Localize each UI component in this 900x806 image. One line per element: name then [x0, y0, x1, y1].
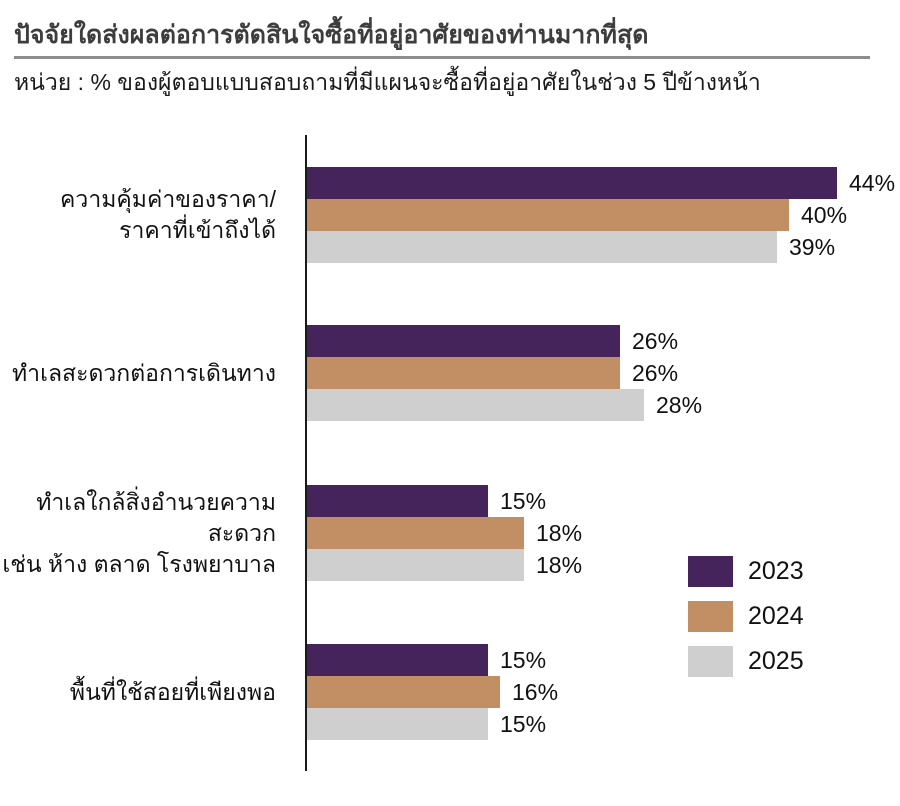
legend-item-2025: 2025: [688, 646, 804, 677]
legend-item-2023: 2023: [688, 556, 804, 587]
bar-value-label: 26%: [632, 328, 679, 354]
bar-value-label: 39%: [789, 234, 836, 260]
bar-2024: [307, 357, 620, 389]
bar-value-label: 15%: [500, 488, 547, 514]
bar-value-label: 16%: [512, 679, 559, 705]
bar-value-label: 18%: [536, 552, 583, 578]
category-label: ทำเลสะดวกต่อการเดินทาง: [0, 325, 292, 421]
bar-value-label: 44%: [849, 170, 896, 196]
title-divider: [14, 56, 870, 59]
legend-label: 2023: [748, 557, 804, 585]
category-label: พื้นที่ใช้สอยที่เพียงพอ: [0, 644, 292, 740]
category-label: ความคุ้มค่าของราคา/ราคาที่เข้าถึงได้: [0, 167, 292, 263]
bar-2023: [307, 325, 620, 357]
bar-2023: [307, 644, 488, 676]
bar-2025: [307, 231, 777, 263]
bar-value-label: 15%: [500, 647, 547, 673]
category-label: ทำเลใกล้สิ่งอำนวยความสะดวกเช่น ห้าง ตลาด…: [0, 485, 292, 581]
legend-item-2024: 2024: [688, 601, 804, 632]
bar-2024: [307, 199, 789, 231]
legend-label: 2025: [748, 647, 804, 675]
bar-2025: [307, 549, 524, 581]
category-label-line: ความคุ้มค่าของราคา/: [60, 186, 276, 212]
legend-label: 2024: [748, 602, 804, 630]
bar-value-label: 40%: [801, 202, 848, 228]
bar-2023: [307, 167, 837, 199]
chart-unit-subtitle: หน่วย : % ของผู้ตอบแบบสอบถามที่มีแผนจะซื…: [14, 69, 761, 95]
legend-swatch-2025: [688, 646, 733, 677]
bar-value-label: 18%: [536, 520, 583, 546]
category-label-line: ทำเลใกล้สิ่งอำนวยความสะดวก: [36, 488, 276, 546]
category-label-line: ราคาที่เข้าถึงได้: [119, 217, 276, 243]
bar-2025: [307, 708, 488, 740]
bar-value-label: 26%: [632, 360, 679, 386]
chart-legend: 2023 2024 2025: [688, 556, 804, 691]
category-label-line: พื้นที่ใช้สอยที่เพียงพอ: [69, 678, 276, 705]
category-label-line: ทำเลสะดวกต่อการเดินทาง: [12, 359, 276, 386]
legend-swatch-2024: [688, 601, 733, 632]
category-label-line: เช่น ห้าง ตลาด โรงพยาบาล: [2, 550, 276, 577]
bar-2024: [307, 676, 500, 708]
legend-swatch-2023: [688, 556, 733, 587]
bar-value-label: 28%: [656, 392, 703, 418]
bar-value-label: 15%: [500, 711, 547, 737]
bar-2024: [307, 517, 524, 549]
y-axis-line: [305, 135, 307, 771]
bar-2025: [307, 389, 644, 421]
bar-2023: [307, 485, 488, 517]
page-title: ปัจจัยใดส่งผลต่อการตัดสินใจซื้อที่อยู่อา…: [14, 21, 649, 49]
